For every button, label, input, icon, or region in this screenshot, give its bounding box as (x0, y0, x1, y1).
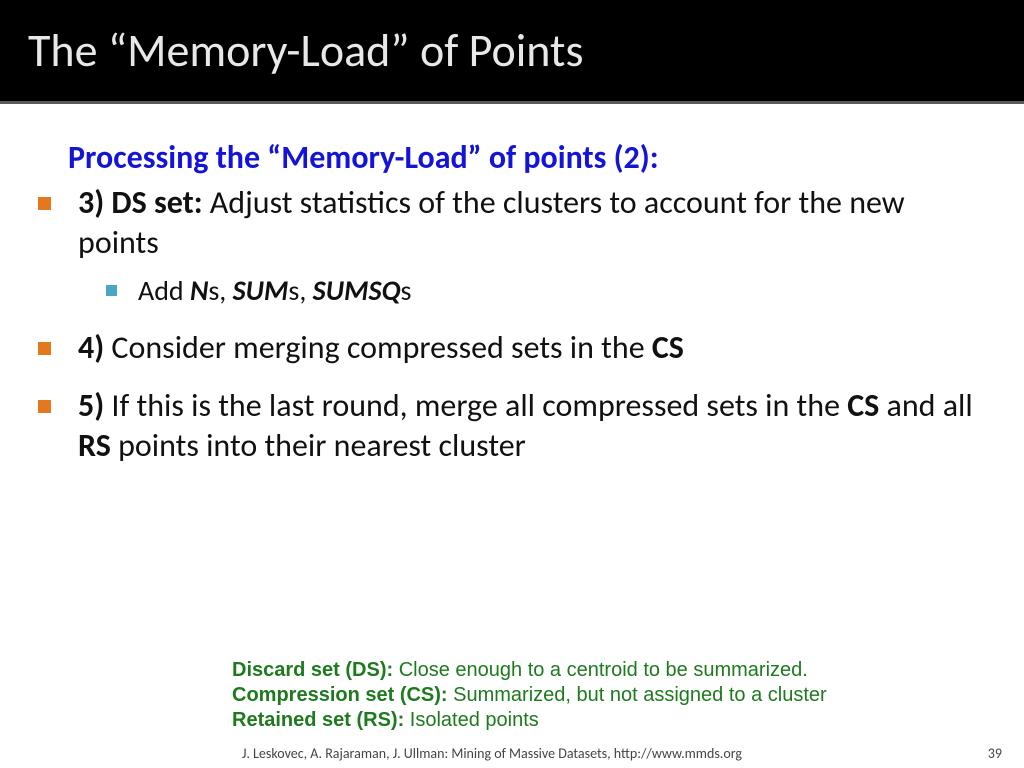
bullet-item-5: 5) If this is the last round, merge all … (38, 386, 984, 466)
bullet-lead: 4) (78, 328, 104, 367)
bullet-lead: 5) (78, 386, 104, 425)
var-n: N (190, 273, 208, 308)
def-rs-label: Retained set (RS): (232, 709, 404, 731)
footer-attribution: J. Leskovec, A. Rajaraman, J. Ullman: Mi… (242, 745, 742, 762)
sub-bullet-item: Add Ns, SUMs, SUMSQs (106, 273, 984, 308)
bullet-lead: 3) DS set: (78, 183, 203, 222)
var-sumsq: SUMSQ (313, 273, 401, 308)
def-cs-label: Compression set (CS): (232, 684, 448, 706)
def-ds-label: Discard set (DS): (232, 659, 393, 681)
definitions-block: Discard set (DS): Close enough to a cent… (232, 658, 827, 733)
def-rs: Retained set (RS): Isolated points (232, 708, 827, 733)
footer-page-number: 39 (988, 745, 1002, 762)
bullet-text: If this is the last round, merge all com… (104, 386, 847, 425)
slide-subtitle: Processing the “Memory-Load” of points (… (68, 138, 984, 177)
var-cs: CS (652, 328, 684, 367)
def-cs-text: Summarized, but not assigned to a cluste… (448, 684, 827, 706)
sub-text: s, (208, 273, 232, 308)
var-rs: RS (78, 426, 111, 465)
sub-text: s (400, 273, 411, 308)
def-rs-text: Isolated points (404, 709, 539, 731)
bullet-text: Consider merging compressed sets in the (104, 328, 652, 367)
def-ds: Discard set (DS): Close enough to a cent… (232, 658, 827, 683)
slide-title-band: The “Memory-Load” of Points (0, 0, 1024, 104)
slide-footer: J. Leskovec, A. Rajaraman, J. Ullman: Mi… (0, 745, 1024, 762)
sub-text: Add (138, 273, 190, 308)
sub-text: s, (288, 273, 312, 308)
slide-body: Processing the “Memory-Load” of points (… (0, 104, 1024, 466)
var-sum: SUM (233, 273, 289, 308)
def-cs: Compression set (CS): Summarized, but no… (232, 683, 827, 708)
bullet-item-3: 3) DS set: Adjust statistics of the clus… (38, 183, 984, 308)
def-ds-text: Close enough to a centroid to be summari… (393, 659, 808, 681)
slide-title: The “Memory-Load” of Points (28, 23, 583, 79)
bullet-text: Adjust statistics of the clusters to acc… (78, 183, 905, 262)
bullet-text: points into their nearest cluster (111, 426, 526, 465)
bullet-item-4: 4) Consider merging compressed sets in t… (38, 328, 984, 368)
var-cs: CS (847, 386, 879, 425)
bullet-text: and all (879, 386, 972, 425)
